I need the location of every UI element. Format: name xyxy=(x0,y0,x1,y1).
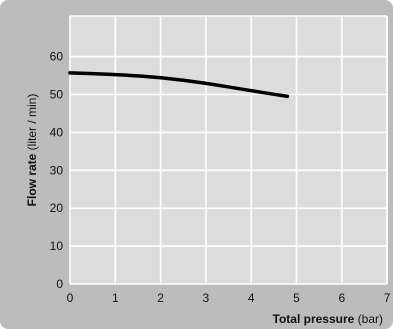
series-line xyxy=(68,71,290,99)
x-tick-label: 3 xyxy=(203,291,210,305)
y-axis-label-unit: (liter / min) xyxy=(25,94,39,151)
y-tick-label: 50 xyxy=(50,88,64,102)
x-tick-label: 5 xyxy=(293,291,300,305)
x-axis-label-unit: (bar) xyxy=(358,312,383,326)
y-tick-label: 60 xyxy=(50,50,64,64)
series-group xyxy=(68,71,290,99)
x-tick-label: 7 xyxy=(384,291,391,305)
x-tick-label: 1 xyxy=(112,291,119,305)
x-tick-label: 2 xyxy=(157,291,164,305)
x-tick-label: 0 xyxy=(67,291,74,305)
y-tick-label: 30 xyxy=(50,163,64,177)
y-axis-ticks: 0 10 20 30 40 50 60 xyxy=(50,50,64,291)
y-tick-label: 10 xyxy=(50,239,64,253)
y-axis-label-bold: Flow rate xyxy=(25,153,39,206)
y-tick-label: 20 xyxy=(50,201,64,215)
x-tick-label: 6 xyxy=(338,291,345,305)
x-axis-label: Total pressure (bar) xyxy=(273,312,384,326)
y-tick-label: 40 xyxy=(50,125,64,139)
y-axis-label: Flow rate (liter / min) xyxy=(25,94,39,207)
x-axis-label-bold: Total pressure xyxy=(273,312,355,326)
y-tick-label: 0 xyxy=(56,277,63,291)
x-tick-label: 4 xyxy=(248,291,255,305)
x-axis-ticks: 0 1 2 3 4 5 6 7 xyxy=(67,291,391,305)
grid xyxy=(69,15,388,285)
plot-area xyxy=(70,16,387,284)
